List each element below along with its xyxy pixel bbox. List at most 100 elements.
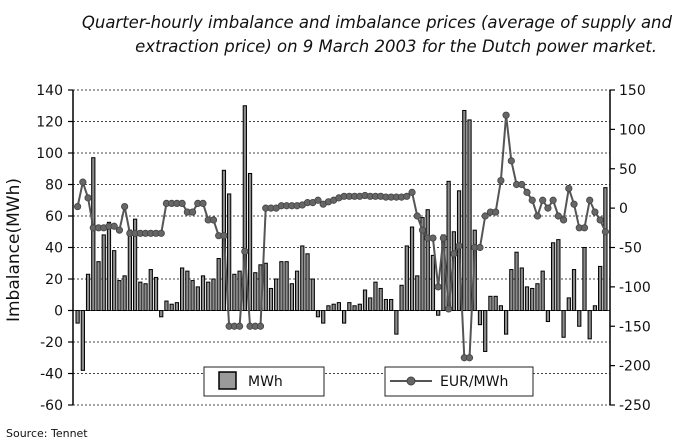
bar: [519, 267, 524, 312]
bar: [514, 251, 519, 311]
bar: [352, 305, 357, 311]
price-point: [429, 234, 437, 242]
bar: [378, 287, 383, 312]
legend-label-eur: EUR/MWh: [440, 374, 508, 390]
left-tick-label: -40: [40, 367, 63, 383]
bar: [503, 310, 509, 335]
bar: [535, 283, 540, 312]
price-point: [236, 322, 244, 330]
left-tick-label: 140: [36, 83, 63, 99]
price-point: [314, 196, 322, 204]
bar: [75, 310, 80, 324]
price-point: [84, 194, 92, 202]
bar: [493, 295, 498, 312]
bar: [598, 265, 603, 311]
price-point: [121, 202, 129, 211]
bar: [409, 226, 415, 311]
bar: [148, 269, 153, 311]
price-point: [188, 208, 197, 216]
bar: [242, 105, 247, 311]
bar: [362, 289, 368, 311]
price-point: [413, 212, 421, 220]
bar: [498, 305, 504, 311]
bar: [206, 281, 211, 311]
price-point: [565, 184, 573, 193]
right-tick-label: -100: [619, 280, 651, 296]
bar: [592, 305, 598, 311]
bar: [430, 254, 436, 312]
bar: [279, 261, 284, 312]
bar: [566, 297, 571, 311]
price-point: [178, 199, 186, 207]
bar: [467, 119, 472, 312]
right-tick-label: 150: [619, 83, 646, 99]
bar: [331, 303, 336, 312]
bar: [289, 283, 294, 312]
bar: [582, 247, 587, 311]
price-point: [465, 354, 474, 362]
right-tick-label: 50: [619, 162, 637, 178]
bar: [268, 287, 274, 312]
price-point: [528, 196, 536, 204]
bar: [383, 298, 389, 312]
bar: [477, 310, 483, 326]
bar: [488, 295, 493, 312]
eur-mwh-line-series: [74, 111, 609, 362]
bar: [294, 270, 300, 312]
bar: [91, 157, 96, 311]
bar: [138, 281, 143, 311]
bar: [462, 109, 467, 311]
price-point: [110, 222, 118, 230]
price-point: [533, 212, 542, 220]
bar: [101, 234, 106, 311]
bar: [169, 303, 174, 312]
bar: [284, 261, 289, 312]
price-point: [209, 216, 218, 224]
bar: [336, 302, 342, 312]
left-tick-label: 120: [36, 115, 63, 131]
mwh-bar-series: [75, 105, 608, 371]
bar: [483, 310, 488, 352]
bar: [561, 310, 566, 338]
bar: [253, 272, 258, 312]
right-tick-label: -50: [619, 241, 642, 257]
bar: [326, 305, 331, 311]
price-point: [559, 216, 568, 224]
bar: [321, 310, 326, 324]
price-point: [591, 208, 599, 216]
bar: [587, 310, 592, 340]
bar: [540, 270, 545, 312]
bar: [373, 281, 378, 311]
price-point: [445, 305, 453, 313]
legend: MWh EUR/MWh: [203, 366, 534, 397]
bar: [190, 280, 195, 312]
bar: [195, 286, 200, 312]
bar: [603, 187, 608, 311]
bar: [545, 310, 551, 323]
grid-lines: [73, 89, 610, 406]
price-point: [507, 157, 515, 165]
price-point: [403, 192, 411, 200]
price-point: [439, 234, 447, 242]
bar: [347, 302, 352, 312]
bar: [247, 172, 253, 311]
price-point: [256, 322, 265, 330]
price-point: [241, 247, 249, 256]
bar: [394, 310, 399, 335]
price-point: [476, 243, 484, 252]
legend-label-mwh: MWh: [248, 374, 283, 390]
bar: [436, 310, 441, 316]
left-axis: 140 120 100 80 60 40 20 0 -20 -40 -60: [36, 83, 74, 414]
bar: [524, 286, 530, 312]
price-point: [199, 199, 207, 207]
left-tick-label: 0: [54, 304, 63, 320]
bar: [274, 278, 279, 311]
right-tick-label: 100: [619, 122, 646, 138]
bar: [389, 298, 394, 312]
price-point: [601, 228, 609, 236]
price-point: [220, 232, 228, 240]
left-tick-label: 60: [45, 209, 63, 225]
bar: [305, 253, 310, 312]
bar: [530, 287, 535, 312]
